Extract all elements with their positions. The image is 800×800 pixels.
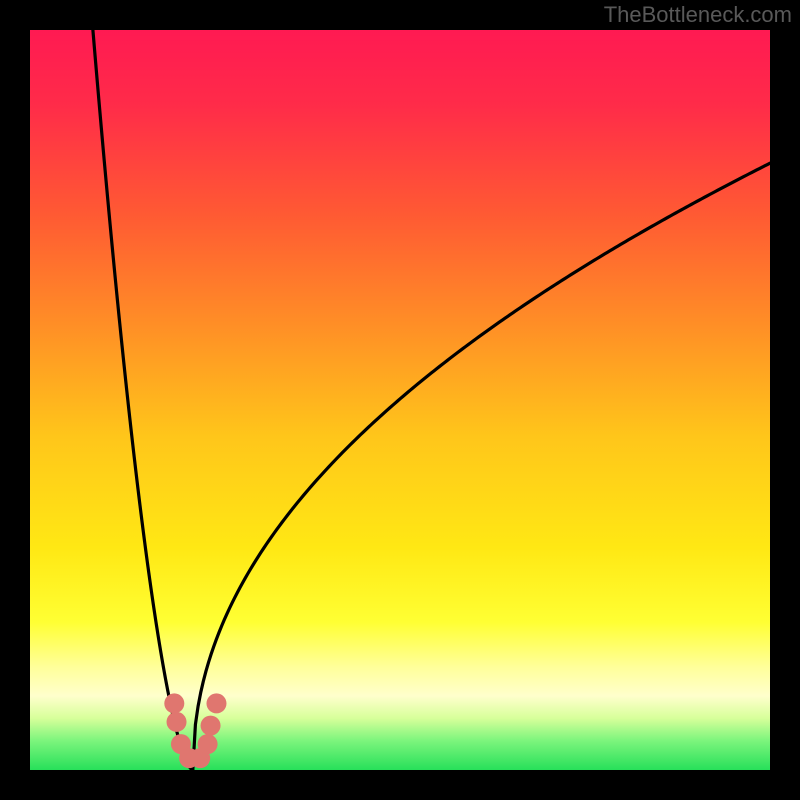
watermark-text: TheBottleneck.com [604,2,792,28]
chart-container: TheBottleneck.com [0,0,800,800]
plot-area [30,30,770,770]
